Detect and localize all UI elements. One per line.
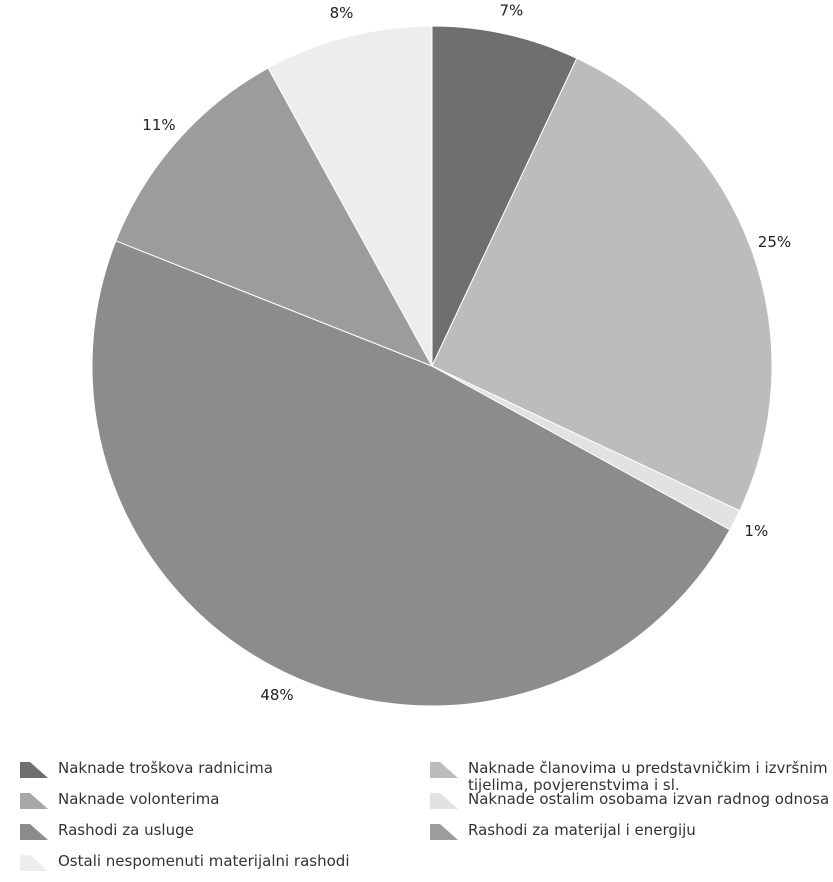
pie-slice <box>91 240 731 707</box>
legend-swatch <box>20 762 48 778</box>
legend-swatch <box>20 824 48 840</box>
legend-swatch <box>20 855 48 871</box>
legend-swatch <box>430 793 458 809</box>
slice-label: 8% <box>330 4 354 22</box>
legend-swatch <box>430 824 458 840</box>
pie-slice <box>431 25 578 367</box>
slice-label: 7% <box>500 1 524 19</box>
slice-label: 25% <box>758 233 791 251</box>
pie-slice <box>431 57 773 512</box>
pie-slice <box>115 67 434 367</box>
legend-label: Naknade članovima u predstavničkim i izv… <box>468 759 828 794</box>
legend-label: Naknade ostalim osobama izvan radnog odn… <box>468 790 830 808</box>
pie-slice <box>267 25 433 367</box>
slice-label: 11% <box>142 116 175 134</box>
legend-label: Ostali nespomenuti materijalni rashodi <box>58 852 350 870</box>
legend-swatch <box>20 793 48 809</box>
legend-label: Rashodi za usluge <box>58 821 194 839</box>
legend-label: Naknade troškova radnicima <box>58 759 273 777</box>
slice-label: 1% <box>744 522 768 540</box>
legend-label: Naknade volonterima <box>58 790 220 808</box>
legend-swatch <box>430 762 458 778</box>
legend-label: Rashodi za materijal i energiju <box>468 821 696 839</box>
slice-label: 48% <box>260 686 293 704</box>
